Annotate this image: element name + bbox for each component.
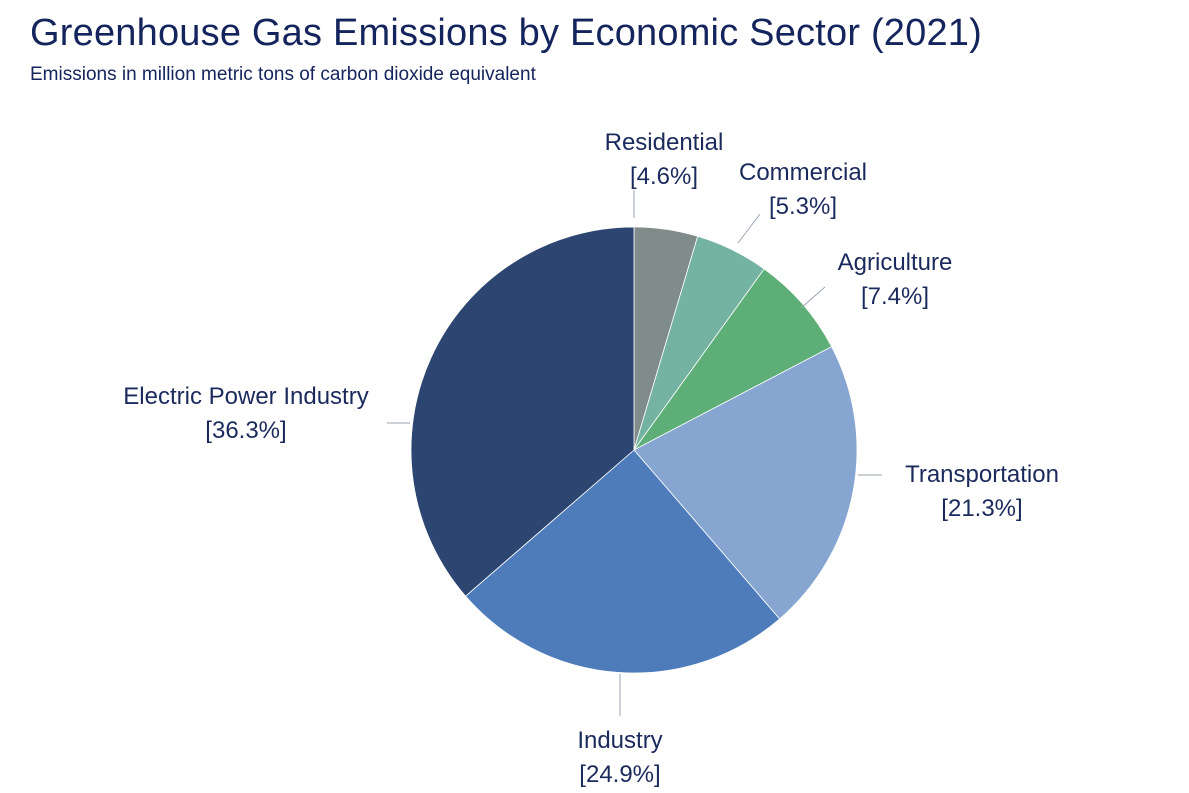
pie-slice-electric-power-industry: [410, 226, 635, 597]
slice-value-industry: [24.9%]: [579, 761, 660, 788]
leader-lines: [387, 190, 882, 716]
slice-labels: Residential [4.6%] Commercial [5.3%] Agricul…: [123, 129, 1059, 788]
slice-name-residential: Residential: [605, 129, 724, 156]
slice-value-commercial: [5.3%]: [769, 193, 837, 220]
leader-line-agriculture: [800, 286, 826, 309]
pie-slice-agriculture: [633, 268, 833, 451]
slice-value-residential: [4.6%]: [630, 163, 698, 190]
slice-value-transportation: [21.3%]: [941, 495, 1022, 522]
slice-value-agriculture: [7.4%]: [861, 283, 929, 310]
leader-line-commercial: [737, 213, 761, 244]
chart-subtitle: Emissions in million metric tons of carb…: [30, 64, 536, 85]
slice-name-industry: Industry: [577, 727, 662, 754]
slice-name-commercial: Commercial: [739, 159, 867, 186]
pie-slices: [410, 226, 858, 674]
slice-name-transportation: Transportation: [905, 461, 1059, 488]
chart-title: Greenhouse Gas Emissions by Economic Sec…: [30, 12, 982, 54]
slice-value-electric-power-industry: [36.3%]: [205, 417, 286, 444]
pie-slice-transportation: [633, 346, 858, 620]
slice-name-electric-power-industry: Electric Power Industry: [123, 383, 368, 410]
slice-name-agriculture: Agriculture: [838, 249, 953, 276]
pie-slice-industry: [464, 449, 781, 674]
